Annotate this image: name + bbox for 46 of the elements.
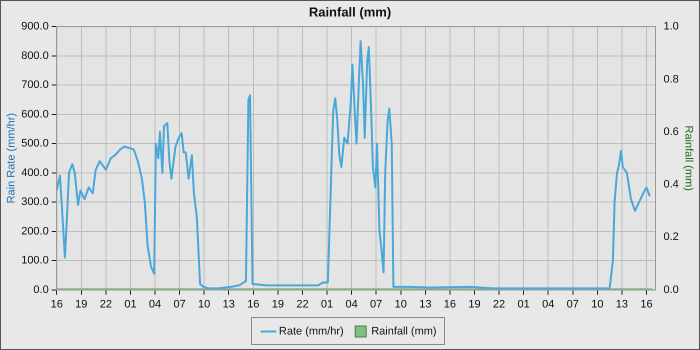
y-tick-label: 200.0 xyxy=(21,225,49,238)
y-tick-label: 700.0 xyxy=(21,79,49,92)
x-tick-label: 01 xyxy=(320,298,334,310)
x-tick-label: 04 xyxy=(148,298,162,310)
x-tick-label: 16 xyxy=(640,298,653,310)
y2-axis-title: Rainfall (mm) xyxy=(682,125,694,191)
x-tick-label: 19 xyxy=(75,298,88,310)
y2-tick-label: 1.0 xyxy=(664,20,679,33)
y2-tick-label: 0.4 xyxy=(664,178,679,191)
chart-title: Rainfall (mm) xyxy=(308,4,392,20)
x-tick-label: 13 xyxy=(222,298,235,310)
legend-label: Rate (mm/hr) xyxy=(278,326,344,338)
y-tick-label: 500.0 xyxy=(21,138,49,150)
y2-tick-label: 0.0 xyxy=(664,284,679,296)
x-tick-label: 19 xyxy=(468,298,481,310)
legend-label: Rainfall (mm) xyxy=(371,326,437,338)
x-tick-label: 01 xyxy=(518,298,530,310)
y2-tick-label: 0.8 xyxy=(664,73,679,86)
x-tick-label: 04 xyxy=(542,298,554,310)
x-tick-label: 07 xyxy=(173,298,186,310)
x-tick-label: 16 xyxy=(50,298,63,310)
x-tick-label: 13 xyxy=(616,298,628,310)
x-tick-label: 07 xyxy=(566,298,579,310)
y-tick-label: 400.0 xyxy=(21,166,49,179)
x-tick-label: 10 xyxy=(198,298,210,310)
x-tick-label: 16 xyxy=(444,298,456,310)
x-tick-label: 19 xyxy=(272,298,284,310)
y2-tick-label: 0.6 xyxy=(664,126,679,138)
x-tick-label: 07 xyxy=(370,298,382,310)
y-axis-title: Rain Rate (mm/hr) xyxy=(6,112,18,204)
y-tick-label: 600.0 xyxy=(21,108,49,120)
y-tick-label: 300.0 xyxy=(21,196,49,208)
x-tick-label: 22 xyxy=(492,298,506,310)
y-tick-label: 0.0 xyxy=(33,284,49,296)
x-tick-label: 04 xyxy=(345,298,358,310)
y-tick-label: 800.0 xyxy=(21,50,49,62)
x-tick-label: 22 xyxy=(100,298,112,310)
x-tick-label: 10 xyxy=(591,298,604,310)
y2-tick-label: 0.2 xyxy=(664,231,679,244)
x-tick-label: 16 xyxy=(247,298,260,310)
y-tick-label: 900.0 xyxy=(21,20,49,33)
x-tick-label: 10 xyxy=(394,298,407,310)
x-tick-label: 13 xyxy=(419,298,432,310)
y-tick-label: 100.0 xyxy=(21,254,49,267)
x-tick-label: 22 xyxy=(296,298,309,310)
x-tick-label: 01 xyxy=(124,298,137,310)
